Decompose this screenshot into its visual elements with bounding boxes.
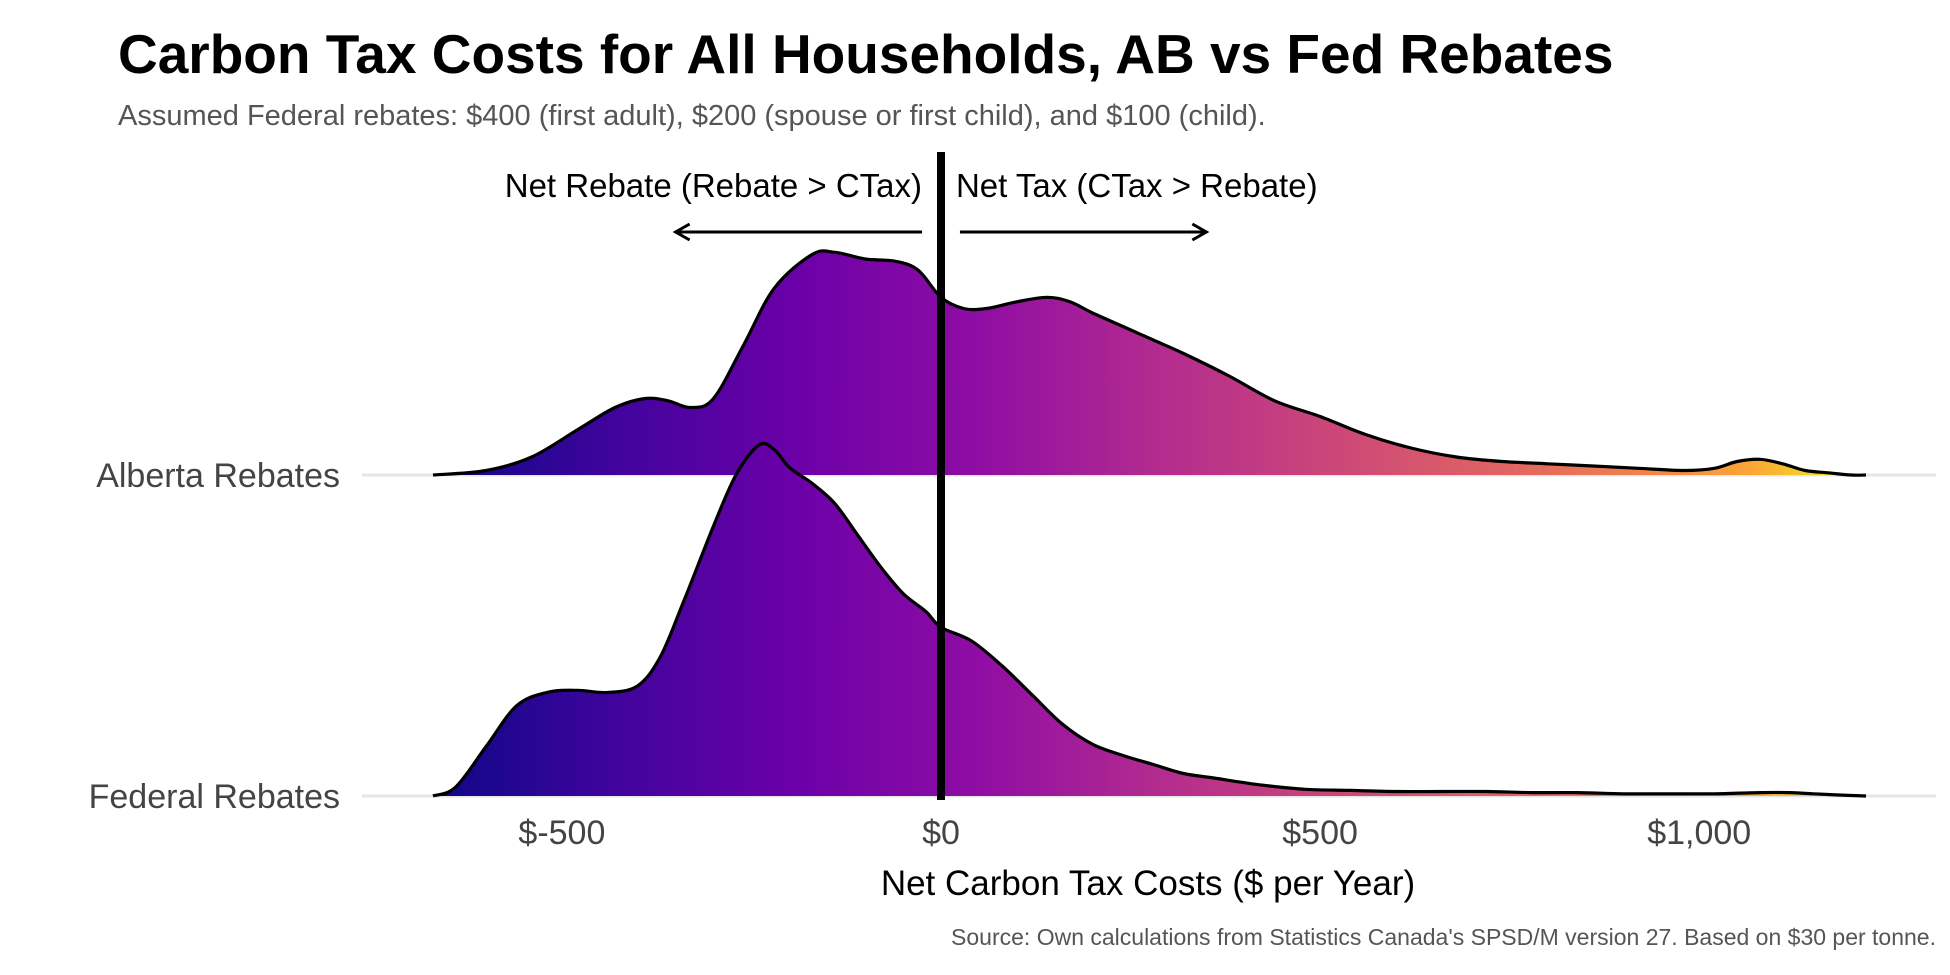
x-tick-label: $1,000 bbox=[1647, 814, 1751, 852]
row-label-alberta: Alberta Rebates bbox=[96, 457, 340, 495]
chart-caption: Source: Own calculations from Statistics… bbox=[951, 924, 1936, 950]
arrow-head-icon bbox=[672, 222, 691, 242]
density-area-alberta bbox=[433, 250, 1866, 476]
chart-title: Carbon Tax Costs for All Households, AB … bbox=[118, 23, 1614, 85]
arrow-head-icon bbox=[1191, 222, 1210, 242]
row-label-federal: Federal Rebates bbox=[89, 778, 340, 816]
density-outline-federal bbox=[432, 441, 1867, 798]
annotation-label-rebate: Net Rebate (Rebate > CTax) bbox=[505, 167, 922, 204]
density-area-federal bbox=[433, 443, 1866, 796]
x-tick-label: $500 bbox=[1282, 814, 1358, 852]
x-tick-label: $-500 bbox=[518, 814, 605, 852]
annotation-label-tax: Net Tax (CTax > Rebate) bbox=[956, 167, 1318, 204]
x-tick-label: $0 bbox=[922, 814, 960, 852]
density-outline-alberta bbox=[432, 249, 1867, 477]
chart-subtitle: Assumed Federal rebates: $400 (first adu… bbox=[118, 100, 1266, 132]
x-axis-title: Net Carbon Tax Costs ($ per Year) bbox=[881, 864, 1415, 903]
